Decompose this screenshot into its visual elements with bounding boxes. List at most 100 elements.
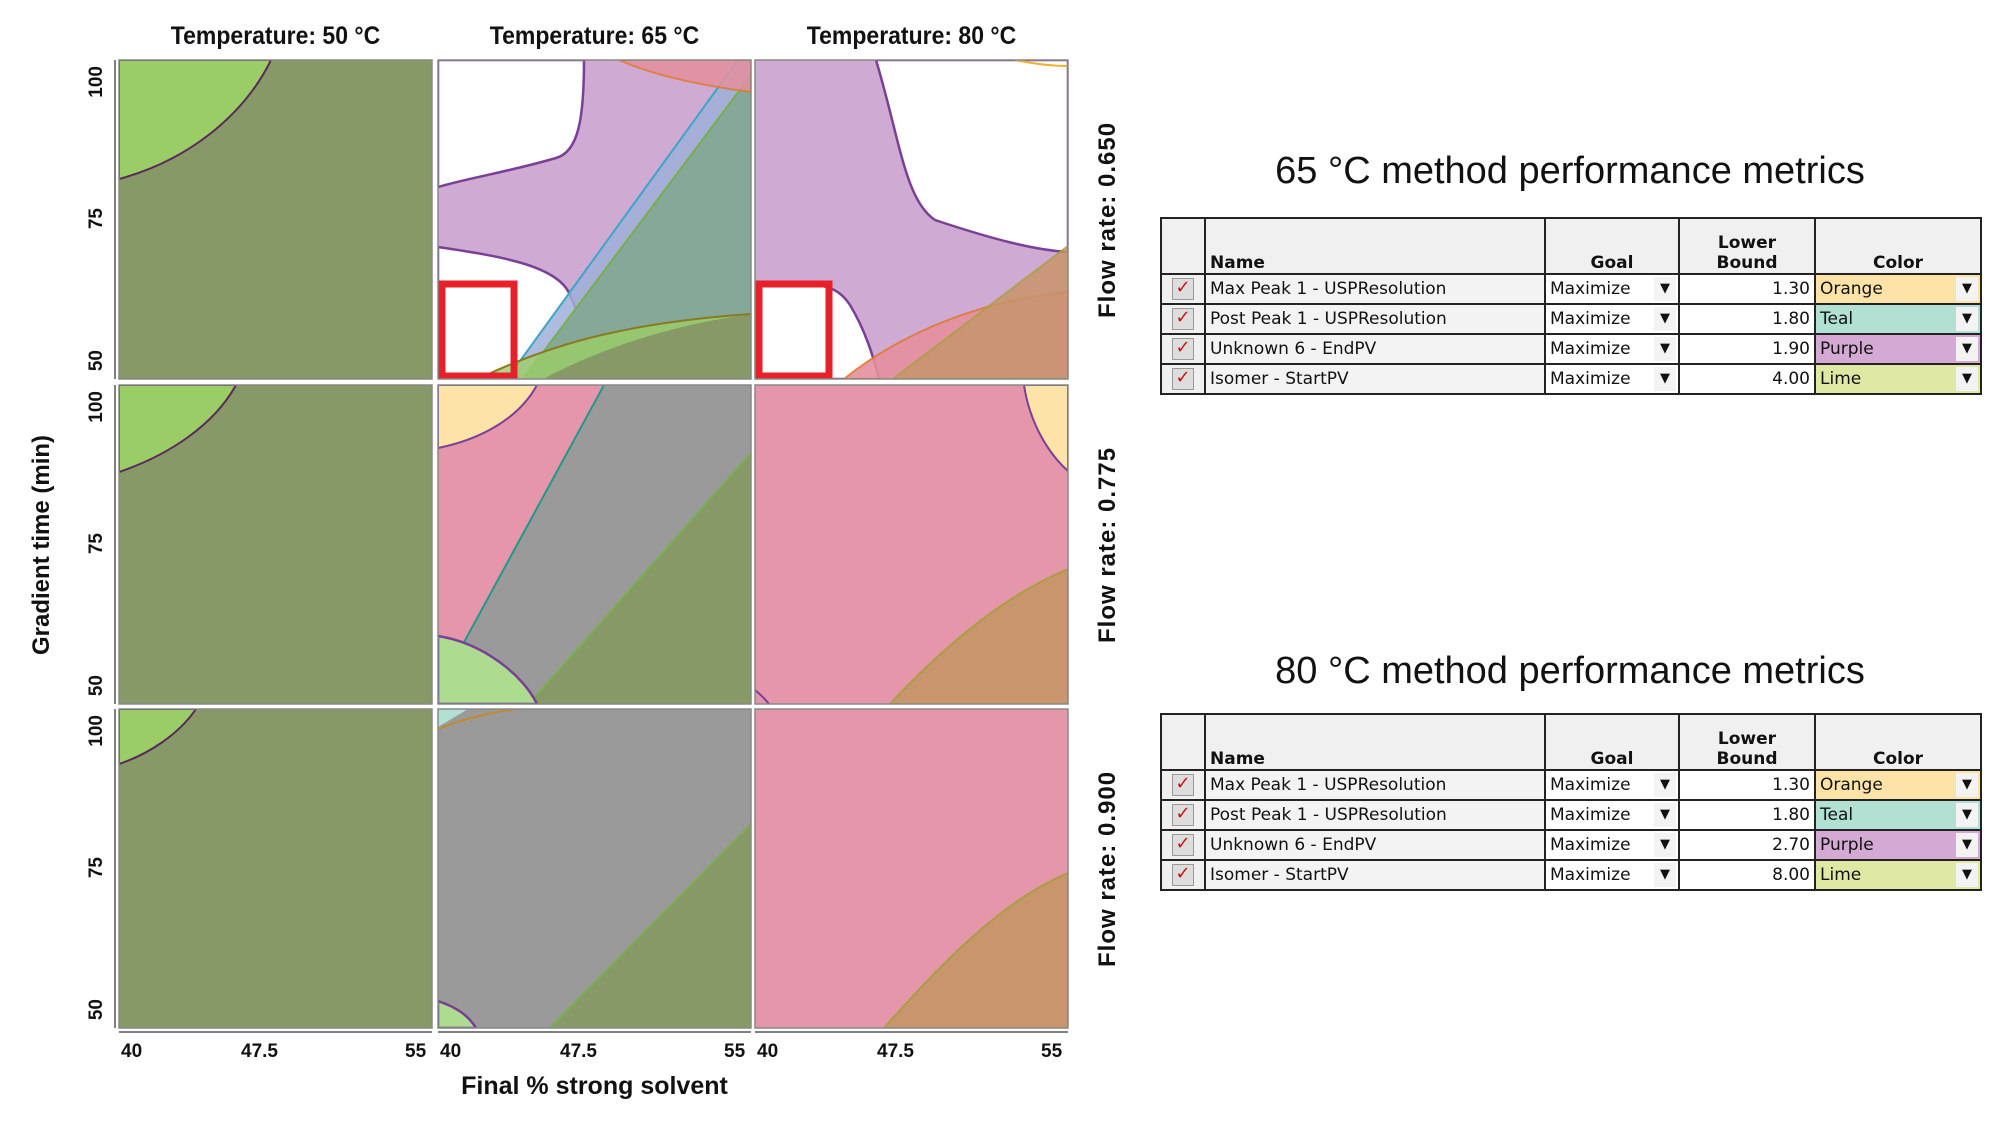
lower-bound-input[interactable]: 1.80 — [1678, 799, 1816, 831]
header-row: Name Goal Lower Bound Color — [1160, 217, 1982, 275]
header-lower: Lower — [1717, 729, 1777, 749]
table-title-65c: 65 °C method performance metrics — [1275, 150, 1865, 192]
lower-bound-input[interactable]: 1.80 — [1678, 303, 1816, 335]
row-title-flow-0775: Flow rate: 0.775 — [1094, 446, 1121, 643]
chevron-down-icon[interactable]: ▼ — [1956, 833, 1978, 857]
goal-select[interactable]: Maximize ▼ — [1544, 769, 1680, 801]
x-tick-label: 40 — [121, 1041, 143, 1062]
chevron-down-icon[interactable]: ▼ — [1654, 833, 1676, 857]
header-bound: Bound — [1716, 749, 1778, 769]
checkbox-cell: ✓ — [1160, 363, 1206, 395]
goal-select[interactable]: Maximize ▼ — [1544, 829, 1680, 861]
lower-bound-input[interactable]: 1.90 — [1678, 333, 1816, 365]
metric-name: Isomer - StartPV — [1204, 363, 1546, 395]
lower-bound-input[interactable]: 2.70 — [1678, 829, 1816, 861]
x-tick-label: 55 — [405, 1041, 427, 1062]
color-select[interactable]: Teal ▼ — [1814, 799, 1982, 831]
color-select[interactable]: Purple ▼ — [1814, 333, 1982, 365]
metrics-table-80c: Name Goal Lower Bound Color ✓ Max Peak 1 - USP… — [1160, 713, 1982, 891]
chevron-down-icon[interactable]: ▼ — [1654, 773, 1676, 797]
table-row: ✓ Post Peak 1 - USPResolution Maximize ▼ 1.8… — [1160, 799, 1982, 831]
color-select[interactable]: Teal ▼ — [1814, 303, 1982, 335]
checkbox-cell: ✓ — [1160, 799, 1206, 831]
header-checkbox — [1160, 713, 1206, 771]
row-title-flow-0900: Flow rate: 0.900 — [1094, 770, 1121, 967]
chevron-down-icon[interactable]: ▼ — [1956, 863, 1978, 887]
metric-name: Post Peak 1 - USPResolution — [1204, 303, 1546, 335]
metrics-table-65c: Name Goal Lower Bound Color ✓ Max Peak 1 - USP… — [1160, 217, 1982, 395]
table-title-80c: 80 °C method performance metrics — [1275, 650, 1865, 692]
x-axis-title: Final % strong solvent — [461, 1072, 728, 1100]
design-space-plot-grid — [114, 59, 1069, 1033]
checkbox-cell: ✓ — [1160, 303, 1206, 335]
table-row: ✓ Unknown 6 - EndPV Maximize ▼ 2.70 Purple ▼ — [1160, 829, 1982, 861]
lower-bound-input[interactable]: 1.30 — [1678, 273, 1816, 305]
header-name: Name — [1204, 713, 1546, 771]
header-lower-bound: Lower Bound — [1678, 217, 1816, 275]
table-row: ✓ Max Peak 1 - USPResolution Maximize ▼ 1.30… — [1160, 273, 1982, 305]
metric-name: Post Peak 1 - USPResolution — [1204, 799, 1546, 831]
header-checkbox — [1160, 217, 1206, 275]
column-title-50c: Temperature: 50 °C — [170, 22, 381, 50]
chevron-down-icon[interactable]: ▼ — [1956, 803, 1978, 827]
metric-name: Isomer - StartPV — [1204, 859, 1546, 891]
table-row: ✓ Post Peak 1 - USPResolution Maximize ▼ 1.8… — [1160, 303, 1982, 335]
enabled-checkbox[interactable]: ✓ — [1172, 774, 1194, 796]
chevron-down-icon[interactable]: ▼ — [1654, 863, 1676, 887]
goal-select[interactable]: Maximize ▼ — [1544, 799, 1680, 831]
header-row: Name Goal Lower Bound Color — [1160, 713, 1982, 771]
chevron-down-icon[interactable]: ▼ — [1956, 277, 1978, 301]
chevron-down-icon[interactable]: ▼ — [1654, 367, 1676, 391]
x-tick-label: 55 — [1041, 1041, 1063, 1062]
color-select[interactable]: Lime ▼ — [1814, 859, 1982, 891]
color-select[interactable]: Orange ▼ — [1814, 273, 1982, 305]
chevron-down-icon[interactable]: ▼ — [1654, 337, 1676, 361]
enabled-checkbox[interactable]: ✓ — [1172, 864, 1194, 886]
chevron-down-icon[interactable]: ▼ — [1956, 337, 1978, 361]
color-select[interactable]: Purple ▼ — [1814, 829, 1982, 861]
chevron-down-icon[interactable]: ▼ — [1654, 803, 1676, 827]
enabled-checkbox[interactable]: ✓ — [1172, 368, 1194, 390]
goal-select[interactable]: Maximize ▼ — [1544, 333, 1680, 365]
goal-select[interactable]: Maximize ▼ — [1544, 303, 1680, 335]
color-select[interactable]: Lime ▼ — [1814, 363, 1982, 395]
checkbox-cell: ✓ — [1160, 273, 1206, 305]
enabled-checkbox[interactable]: ✓ — [1172, 278, 1194, 300]
panel-65c-0775 — [438, 385, 751, 704]
lower-bound-input[interactable]: 8.00 — [1678, 859, 1816, 891]
enabled-checkbox[interactable]: ✓ — [1172, 804, 1194, 826]
header-color: Color — [1814, 713, 1982, 771]
header-goal: Goal — [1544, 217, 1680, 275]
metric-name: Max Peak 1 - USPResolution — [1204, 273, 1546, 305]
checkbox-cell: ✓ — [1160, 333, 1206, 365]
header-color: Color — [1814, 217, 1982, 275]
region-lime — [119, 60, 273, 181]
x-tick-label: 40 — [440, 1041, 462, 1062]
lower-bound-input[interactable]: 4.00 — [1678, 363, 1816, 395]
header-lower-bound: Lower Bound — [1678, 713, 1816, 771]
chevron-down-icon[interactable]: ▼ — [1956, 367, 1978, 391]
table-row: ✓ Unknown 6 - EndPV Maximize ▼ 1.90 Purple ▼ — [1160, 333, 1982, 365]
column-title-80c: Temperature: 80 °C — [806, 22, 1017, 50]
metric-name: Max Peak 1 - USPResolution — [1204, 769, 1546, 801]
enabled-checkbox[interactable]: ✓ — [1172, 338, 1194, 360]
x-tick-label: 47.5 — [241, 1041, 278, 1062]
goal-select[interactable]: Maximize ▼ — [1544, 859, 1680, 891]
panel-80c-0650 — [755, 60, 1068, 379]
panel-50c-0775 — [119, 385, 432, 704]
panel-80c-0900 — [755, 709, 1068, 1028]
enabled-checkbox[interactable]: ✓ — [1172, 308, 1194, 330]
goal-select[interactable]: Maximize ▼ — [1544, 363, 1680, 395]
enabled-checkbox[interactable]: ✓ — [1172, 834, 1194, 856]
goal-select[interactable]: Maximize ▼ — [1544, 273, 1680, 305]
chevron-down-icon[interactable]: ▼ — [1654, 277, 1676, 301]
chevron-down-icon[interactable]: ▼ — [1956, 307, 1978, 331]
table-row: ✓ Isomer - StartPV Maximize ▼ 4.00 Lime ▼ — [1160, 363, 1982, 395]
chevron-down-icon[interactable]: ▼ — [1956, 773, 1978, 797]
panel-50c-0900 — [119, 709, 432, 1028]
panel-65c-0900 — [438, 709, 751, 1028]
lower-bound-input[interactable]: 1.30 — [1678, 769, 1816, 801]
chevron-down-icon[interactable]: ▼ — [1654, 307, 1676, 331]
checkbox-cell: ✓ — [1160, 769, 1206, 801]
color-select[interactable]: Orange ▼ — [1814, 769, 1982, 801]
